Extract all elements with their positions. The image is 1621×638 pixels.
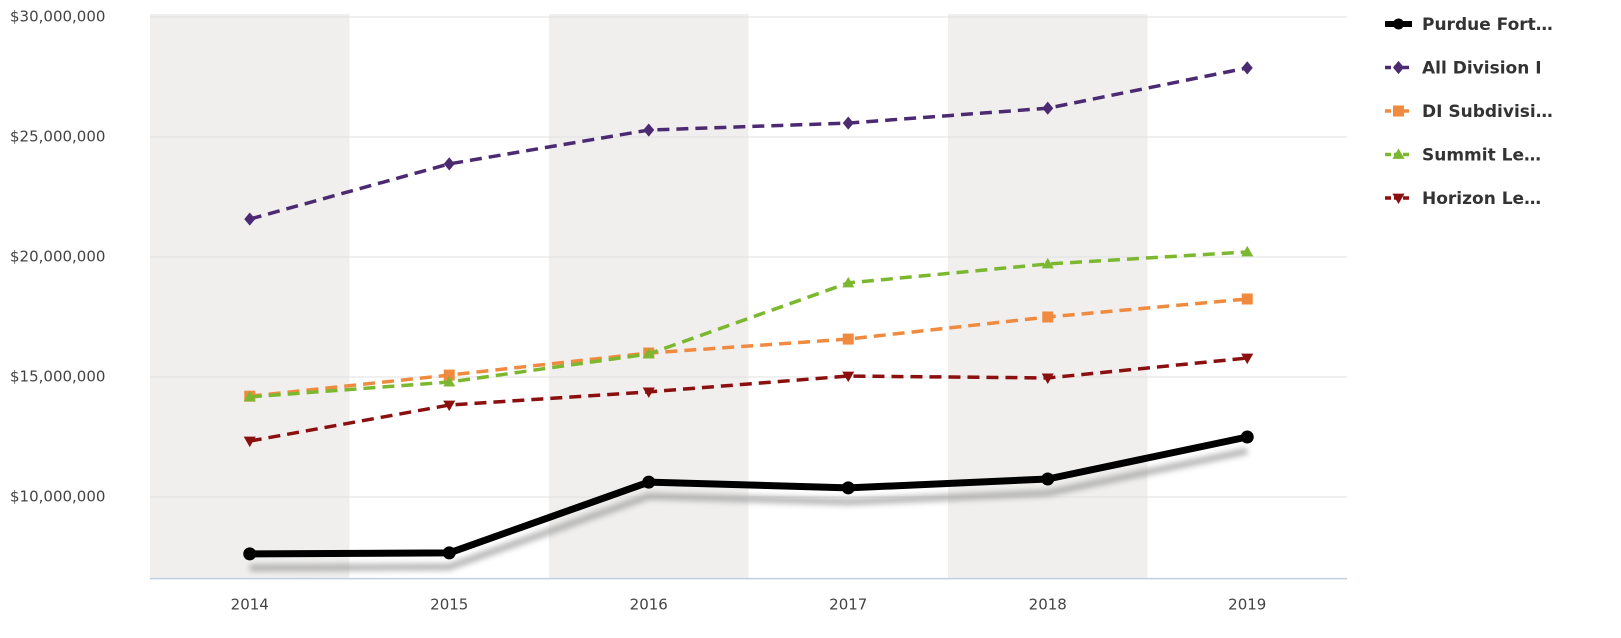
- marker: [1042, 311, 1054, 323]
- marker: [1241, 293, 1253, 305]
- marker: [1241, 61, 1253, 75]
- marker: [842, 333, 854, 345]
- y-tick-label: $15,000,000: [10, 368, 105, 386]
- legend-label: Summit Le…: [1422, 146, 1541, 166]
- legend-marker: [1392, 193, 1405, 205]
- marker: [642, 387, 655, 398]
- legend-marker: [1393, 60, 1404, 75]
- series-line: [249, 66, 1248, 221]
- x-tick-label: 2015: [430, 596, 468, 614]
- x-tick-label: 2019: [1228, 596, 1266, 614]
- series-line: [249, 250, 1248, 399]
- legend-label: Purdue Fort…: [1422, 15, 1553, 35]
- marker: [1241, 353, 1254, 365]
- marker: [443, 375, 456, 387]
- x-tick-label: 2018: [1029, 596, 1067, 614]
- marker: [1241, 245, 1254, 257]
- marker: [643, 123, 655, 137]
- marker: [1042, 101, 1054, 115]
- marker: [1041, 472, 1055, 486]
- legend-label: Horizon Le…: [1422, 189, 1541, 209]
- band: [150, 14, 350, 579]
- marker: [842, 276, 855, 288]
- marker: [642, 347, 655, 359]
- y-tick-label: $25,000,000: [10, 128, 105, 146]
- marker: [243, 390, 256, 402]
- legend-label: All Division I: [1422, 59, 1542, 79]
- x-tick-label: 2014: [231, 596, 269, 614]
- legend-marker: [1393, 105, 1404, 117]
- x-tick-label: 2017: [829, 596, 867, 614]
- marker: [1041, 257, 1054, 269]
- marker: [243, 436, 256, 448]
- marker: [244, 212, 256, 226]
- line-shadow: [249, 447, 1248, 572]
- legend-label: DI Subdivisi…: [1422, 102, 1553, 122]
- marker: [442, 546, 456, 560]
- series-line: [249, 433, 1248, 558]
- marker: [243, 547, 257, 561]
- series-line: [249, 297, 1248, 398]
- marker: [841, 481, 855, 495]
- y-tick-label: $20,000,000: [10, 248, 105, 266]
- marker: [1240, 430, 1254, 444]
- marker: [443, 400, 456, 412]
- series-line: [249, 356, 1248, 443]
- marker: [1041, 373, 1054, 385]
- marker: [642, 475, 656, 489]
- legend-marker: [1393, 18, 1404, 30]
- y-tick-label: $30,000,000: [10, 8, 105, 26]
- legend-marker: [1392, 148, 1405, 159]
- x-tick-label: 2016: [630, 596, 668, 614]
- marker: [443, 369, 455, 381]
- marker: [842, 116, 854, 130]
- y-tick-label: $10,000,000: [10, 488, 105, 506]
- marker: [842, 371, 855, 383]
- marker: [443, 157, 455, 171]
